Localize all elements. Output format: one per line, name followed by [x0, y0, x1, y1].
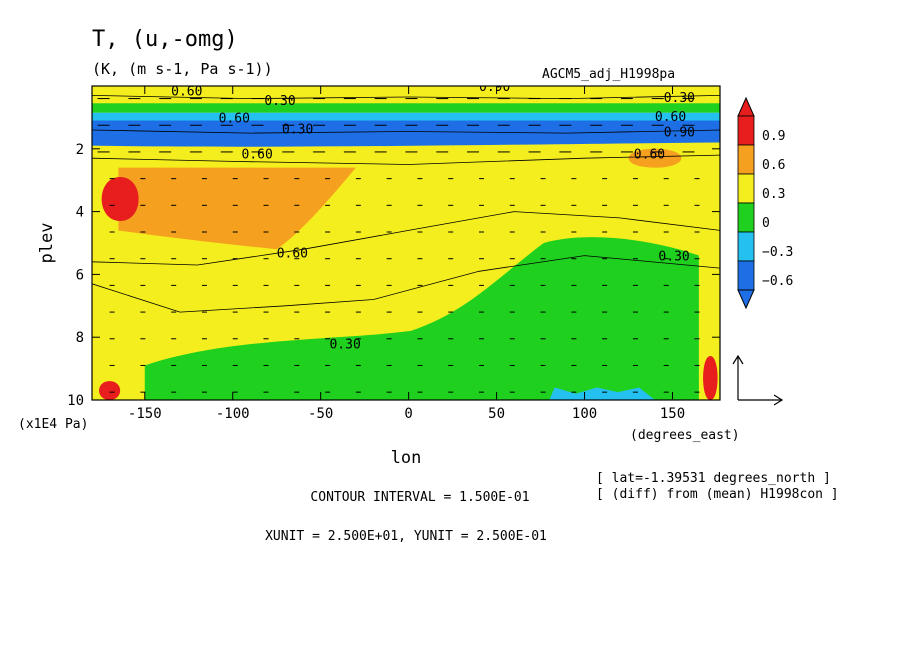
colorbar-segment — [737, 202, 755, 233]
field-sfc-red-west — [99, 381, 121, 400]
colorbar-segment — [737, 260, 755, 291]
vector-units: XUNIT = 2.500E+01, YUNIT = 2.500E-01 — [265, 529, 547, 544]
x-tick-label: 100 — [572, 406, 597, 422]
contour-lines — [92, 95, 720, 313]
field-low-cyan — [549, 387, 655, 400]
x-tick-label: 50 — [488, 406, 505, 422]
y-unit-label: (x1E4 Pa) — [18, 417, 88, 432]
x-unit-label: (degrees_east) — [630, 428, 740, 443]
plot-area: 0.60 0.60 0.30 0.30 0.60 0.60 0.30 0.90 0.30 0.60… — [92, 80, 720, 400]
x-axis-ticks: -150 -100 -50 0 50 100 150 — [128, 86, 685, 422]
colorbar-segment — [737, 115, 755, 146]
contour-line-1 — [92, 255, 720, 313]
y-tick-label: 4 — [76, 205, 84, 221]
y-tick-label: 8 — [76, 330, 84, 346]
x-tick-label: -50 — [308, 406, 333, 422]
contour-label: 0.60 — [171, 85, 202, 100]
contour-interval: CONTOUR INTERVAL = 1.500E-01 — [310, 490, 529, 505]
run-label: AGCM5_adj_H1998pa — [542, 67, 675, 82]
contour-label: 0.60 — [634, 148, 665, 163]
colorbar-label: 0.6 — [762, 158, 785, 173]
colorbar-label: 0 — [762, 216, 770, 231]
colorbar-label: 0.9 — [762, 129, 785, 144]
colorbar-bottom-triangle — [737, 289, 755, 310]
contour-label: 0.60 — [242, 148, 273, 163]
colorbar-segment — [737, 173, 755, 204]
contour-line-3 — [92, 95, 720, 100]
x-tick-label: 150 — [660, 406, 685, 422]
colorbar-label: −0.6 — [762, 274, 793, 289]
plot-frame — [91, 85, 721, 401]
diff-note: [ (diff) from (mean) H1998con ] — [596, 487, 839, 502]
y-axis-label: plev — [37, 223, 57, 264]
contour-label: 0.90 — [664, 126, 695, 141]
colorbar-label: −0.3 — [762, 245, 793, 260]
contour-line-4 — [92, 129, 720, 134]
y-tick-label: 2 — [76, 142, 84, 158]
contour-label: 0.60 — [655, 110, 686, 125]
latitude-note: [ lat=-1.39531 degrees_north ] — [596, 471, 831, 486]
chart-subtitle: (K, (m s-1, Pa s-1)) — [92, 60, 273, 78]
contour-line-2 — [92, 154, 720, 165]
field-upper-orange — [118, 167, 356, 250]
contour-label: 0.30 — [329, 337, 360, 352]
y-axis-ticks: 2 4 6 8 10 — [67, 142, 720, 409]
contour-label: 0.30 — [264, 94, 295, 109]
x-tick-label: 0 — [404, 406, 412, 422]
contour-label: 0.30 — [664, 91, 695, 106]
contour-label: 0.30 — [658, 250, 689, 265]
contour-label: 0.60 — [277, 246, 308, 261]
contour-fields — [92, 103, 720, 400]
colorbar-segment — [737, 231, 755, 262]
colorbar-segment — [737, 144, 755, 175]
field-west-red — [101, 177, 139, 222]
field-strat-cyan — [92, 112, 720, 121]
colorbar-label: 0.3 — [762, 187, 785, 202]
x-axis-label: lon — [391, 448, 422, 468]
chart-title: T, (u,-omg) — [92, 27, 238, 52]
contour-label: 0.60 — [219, 111, 250, 126]
x-tick-label: -150 — [128, 406, 162, 422]
contour-label: 0.30 — [282, 122, 313, 137]
wind-vectors — [97, 98, 700, 393]
reference-vector — [732, 354, 784, 406]
contour-label: 0.90 — [479, 80, 510, 95]
field-strat-green — [92, 103, 720, 113]
field-low-green — [144, 237, 699, 400]
y-tick-label: 6 — [76, 267, 84, 283]
y-tick-label: 10 — [67, 393, 84, 409]
x-tick-label: -100 — [216, 406, 250, 422]
colorbar: 0.9 0.6 0.3 0 −0.3 −0.6 — [737, 96, 793, 310]
field-upper-orange-east — [628, 148, 682, 168]
colorbar-top-triangle — [737, 96, 755, 117]
contour-line-0 — [92, 211, 720, 266]
field-sfc-red-east — [703, 356, 718, 400]
contour-labels: 0.60 0.60 0.30 0.30 0.60 0.60 0.30 0.90 0.30 0.60… — [171, 80, 695, 352]
